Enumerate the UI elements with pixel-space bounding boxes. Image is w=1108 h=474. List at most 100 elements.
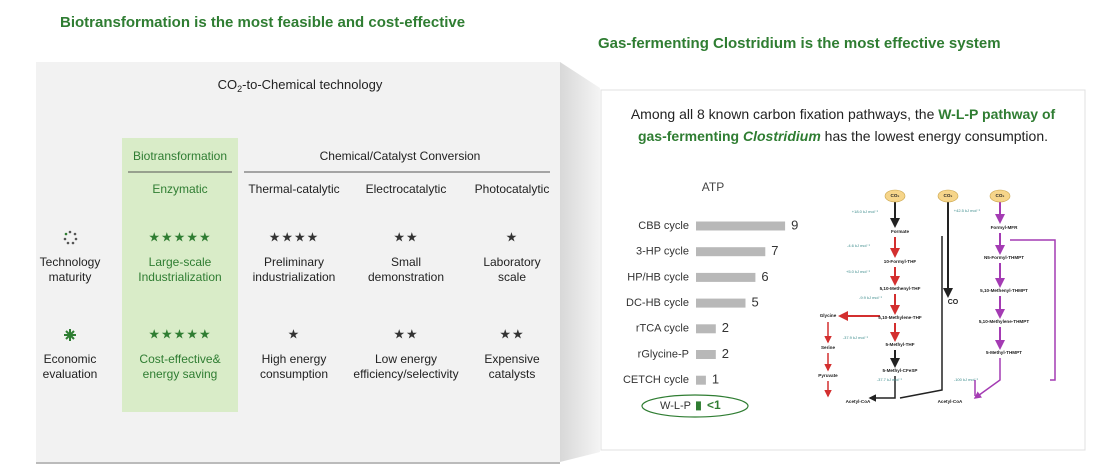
right-title: Gas-fermenting Clostridium is the most e… — [598, 35, 1001, 52]
cell-text: catalysts — [489, 367, 536, 381]
energy-label: +18.0 kJ mol⁻¹ — [852, 209, 879, 214]
cell-text: scale — [498, 270, 526, 284]
value-label: 6 — [761, 269, 768, 284]
row-label: evaluation — [43, 367, 98, 381]
node: Acetyl-CoA — [938, 399, 963, 404]
co2-label: CO₂ — [891, 193, 900, 198]
value-label: 2 — [722, 320, 729, 335]
highlight-column — [122, 138, 238, 412]
node: Formyl-MFR — [991, 225, 1018, 230]
bar — [696, 272, 756, 282]
co2-node — [937, 189, 959, 203]
pathway-diagram: CO₂ CO₂ CO₂ CO Formate 10-Formyl-THF 5,10-Meth… — [818, 189, 1056, 404]
stars: ★★★★ — [269, 229, 320, 244]
category-label: 3-HP cycle — [636, 246, 689, 258]
cell-text: efficiency/selectivity — [353, 367, 458, 381]
bar — [696, 247, 766, 257]
cell-text: Large-scale — [149, 255, 212, 269]
node: Glycine — [820, 313, 837, 318]
energy-label: +42.5 kJ mol⁻¹ — [954, 208, 981, 213]
bar — [696, 375, 706, 385]
value-label: <1 — [707, 398, 721, 412]
right-panel — [600, 89, 1086, 451]
node: 5,10-Methylene-THMPT — [979, 319, 1029, 324]
cell-text: Cost-effective& — [139, 352, 220, 366]
stars: ★★★★★ — [148, 229, 211, 244]
value-label: 1 — [712, 372, 719, 387]
right-text: Among all 8 known carbon fixation pathwa… — [631, 106, 1056, 122]
row-label: Technology — [40, 255, 101, 269]
co2-label: CO₂ — [944, 193, 953, 198]
economic-icon — [64, 329, 76, 341]
connector — [560, 62, 600, 462]
highlight-ellipse — [641, 394, 749, 418]
bar — [696, 324, 716, 334]
energy-label: +5.0 kJ mol⁻¹ — [846, 269, 871, 274]
node: N5-Formyl-THMPT — [984, 255, 1024, 260]
column-header: Electrocatalytic — [366, 182, 447, 196]
value-label: 9 — [791, 217, 798, 232]
bar — [696, 350, 716, 359]
left-title: Biotransformation is the most feasible a… — [60, 14, 465, 31]
node: 10-Formyl-THF — [884, 259, 917, 264]
table-heading: CO2-to-Chemical technology — [218, 77, 383, 94]
category-label: DC-HB cycle — [626, 297, 689, 309]
column-header: Thermal-catalytic — [248, 182, 339, 196]
energy-label: -100 kJ mol⁻¹ — [954, 377, 979, 382]
stars: ★★★★★ — [148, 326, 211, 341]
cell-text: consumption — [260, 367, 328, 381]
cell-text: High energy — [262, 352, 327, 366]
node: 5-Methyl-CFeSP — [883, 368, 918, 373]
cell-text: Industrialization — [138, 270, 221, 284]
value-label: 5 — [752, 295, 759, 310]
energy-label: -37.9 kJ mol⁻¹ — [843, 335, 869, 340]
stars: ★ — [288, 326, 301, 341]
bar — [696, 221, 786, 231]
right-text: gas-fermenting Clostridium has the lowes… — [638, 128, 1048, 144]
cell-text: Small — [391, 255, 421, 269]
cell-text: Preliminary — [264, 255, 324, 269]
node: 5,10-Methenyl-THF — [880, 286, 921, 291]
category-label: rTCA cycle — [636, 323, 689, 335]
chart-title: ATP — [702, 180, 724, 194]
cell-text: energy saving — [143, 367, 218, 381]
node: Pyruvate — [818, 373, 838, 378]
value-label: 7 — [771, 243, 778, 258]
cell-text: industrialization — [253, 270, 336, 284]
co2-label: CO₂ — [996, 193, 1005, 198]
co2-node — [884, 189, 906, 203]
stars: ★ — [506, 229, 519, 244]
node: 5-Methyl-THF — [885, 342, 914, 347]
column-header: Enzymatic — [152, 182, 207, 196]
co-label: CO — [948, 299, 959, 306]
category-label: HP/HB cycle — [627, 271, 689, 283]
stars: ★★ — [393, 326, 418, 341]
group-header: Chemical/Catalyst Conversion — [320, 149, 481, 163]
energy-label: -4.6 kJ mol⁻¹ — [847, 243, 871, 248]
node: Acetyl-CoA — [846, 399, 871, 404]
node: 5,10-Methylene-THF — [878, 315, 922, 320]
energy-label: -37.7 kJ mol⁻¹ — [877, 377, 903, 382]
category-label: CBB cycle — [638, 220, 689, 232]
category-label: CETCH cycle — [623, 374, 689, 386]
bar — [696, 298, 746, 308]
node: 5,10-Methenyl-THMPT — [980, 288, 1028, 293]
stars: ★★ — [393, 229, 418, 244]
cell-text: Laboratory — [483, 255, 540, 269]
category-label: W-L-P — [660, 400, 691, 412]
node: Serine — [821, 345, 835, 350]
cell-text: Expensive — [484, 352, 540, 366]
node: 5-Methyl-THMPT — [986, 350, 1022, 355]
group-header: Biotransformation — [133, 149, 227, 163]
stars: ★★ — [499, 326, 524, 341]
category-label: rGlycine-P — [638, 348, 689, 360]
column-header: Photocatalytic — [475, 182, 550, 196]
energy-label: -9.9 kJ mol⁻¹ — [859, 295, 883, 300]
row-label: maturity — [49, 270, 92, 284]
co2-node — [989, 189, 1011, 203]
maturity-icon — [63, 230, 78, 245]
bar — [696, 401, 701, 411]
cell-text: Low energy — [375, 352, 437, 366]
row-label: Economic — [44, 352, 97, 366]
